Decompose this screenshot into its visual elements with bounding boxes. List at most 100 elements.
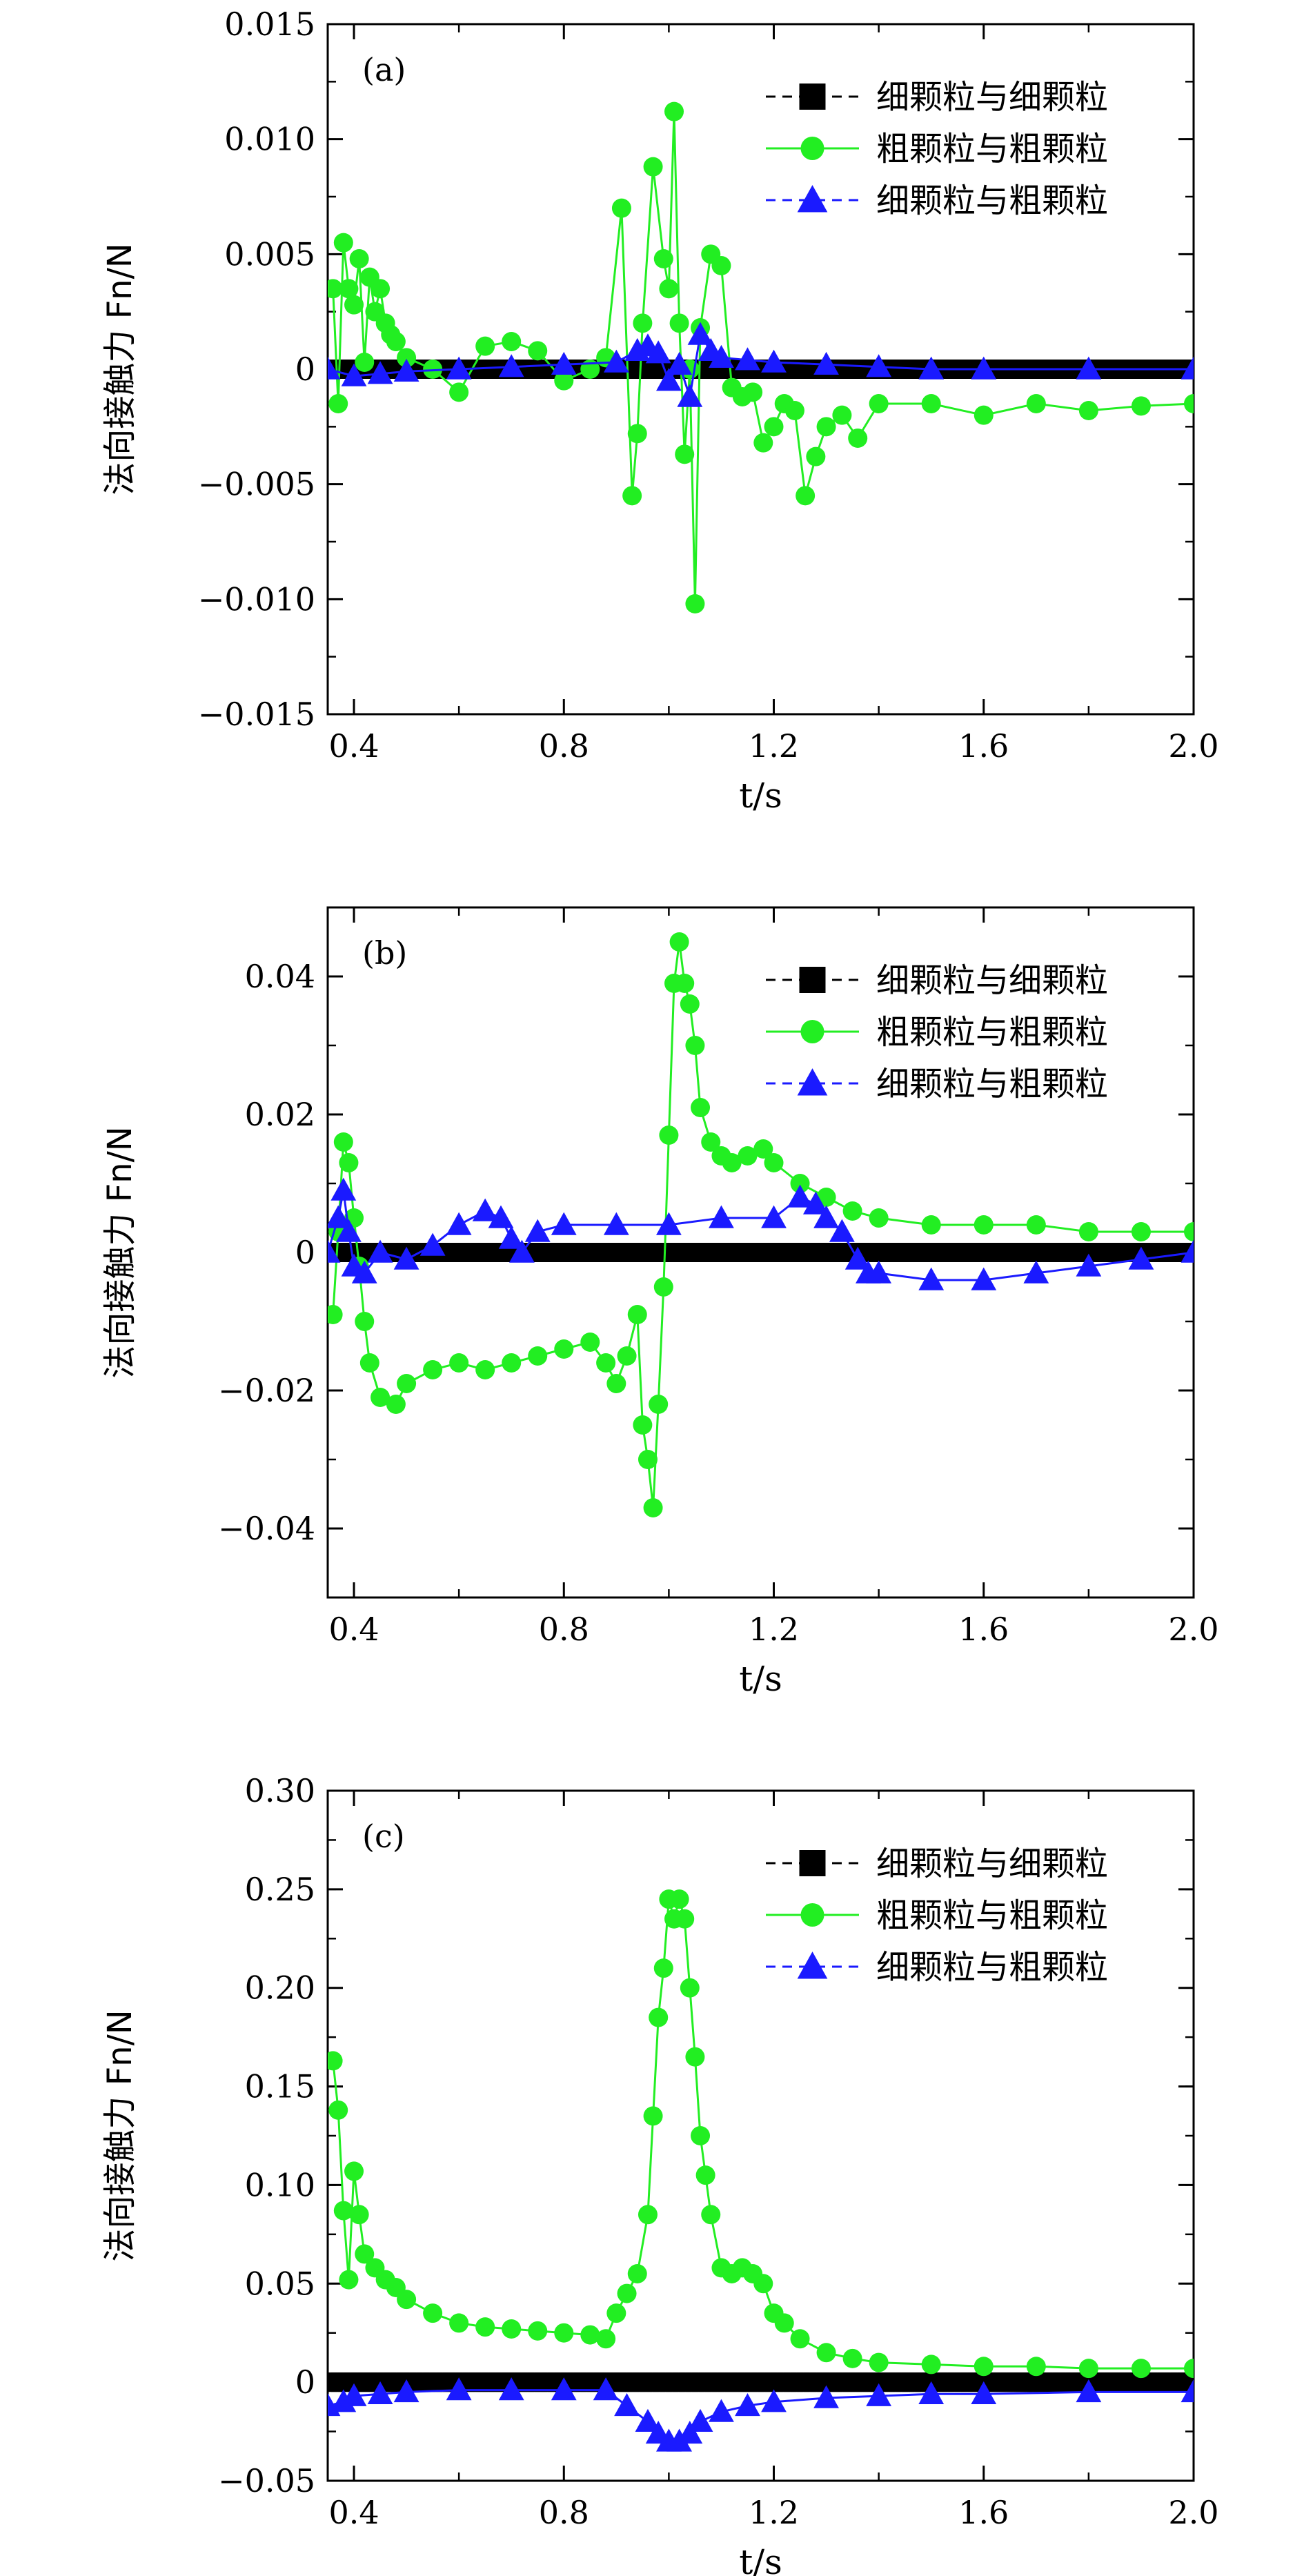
- y-tick-label: 0.04: [245, 958, 315, 995]
- data-point: [643, 157, 663, 177]
- data-point: [627, 424, 647, 444]
- legend-item: 粗颗粒与粗颗粒: [766, 1896, 1108, 1935]
- data-point: [1026, 2357, 1046, 2377]
- data-point: [528, 341, 548, 361]
- data-point: [842, 1201, 862, 1221]
- data-point: [666, 351, 693, 375]
- y-tick-label: −0.04: [218, 1510, 315, 1547]
- data-point: [735, 347, 760, 371]
- data-point: [351, 1260, 377, 1284]
- data-point: [339, 1153, 359, 1172]
- data-point: [606, 2303, 626, 2323]
- data-point: [738, 1146, 758, 1166]
- data-point: [816, 417, 836, 437]
- data-point: [638, 2205, 658, 2225]
- chart-panel-2: 0.4 0.8 1.2 1.6 2.0 −0.05 0 0.05 0.10 0.15 0.20 0.2…: [101, 1772, 1219, 2576]
- data-point: [687, 2408, 713, 2432]
- data-point: [866, 2383, 892, 2406]
- y-axis-label: 法向接触力 Fn/N: [101, 1126, 139, 1378]
- y-tick-label: 0.15: [245, 2068, 315, 2105]
- data-point: [971, 2381, 997, 2405]
- legend-marker: [800, 137, 824, 160]
- data-point: [333, 2201, 353, 2221]
- legend-label: 粗颗粒与粗颗粒: [876, 1896, 1108, 1935]
- y-tick-label: −0.015: [198, 696, 315, 733]
- legend-item: 粗颗粒与粗颗粒: [766, 130, 1108, 168]
- data-point: [685, 1036, 705, 1055]
- data-point: [806, 446, 826, 466]
- data-point: [787, 1184, 813, 1208]
- data-point: [397, 348, 417, 368]
- data-point: [446, 2377, 472, 2401]
- data-point: [655, 1212, 682, 1235]
- data-point: [367, 1239, 393, 1263]
- panel-label: (c): [362, 1818, 405, 1855]
- legend-item: 细颗粒与粗颗粒: [766, 1948, 1108, 1987]
- legend-label: 细颗粒与细颗粒: [876, 78, 1108, 117]
- series-2: [328, 1177, 1194, 1290]
- data-point: [1131, 396, 1151, 416]
- x-tick-label: 2.0: [1168, 2494, 1218, 2531]
- y-tick-label: −0.05: [218, 2462, 315, 2499]
- data-point: [842, 2348, 862, 2368]
- data-point: [711, 256, 731, 275]
- y-tick-label: 0.05: [245, 2265, 315, 2302]
- y-tick-label: 0.20: [245, 1969, 315, 2007]
- data-point: [554, 371, 574, 391]
- y-tick-label: −0.010: [198, 580, 315, 618]
- data-point: [528, 2321, 548, 2341]
- chart-panel-1: 0.4 0.8 1.2 1.6 2.0 −0.04 −0.02 0 0.02 0.04 t/s 法向接…: [101, 906, 1219, 1699]
- data-point: [764, 1153, 784, 1172]
- x-tick-label: 0.4: [328, 727, 379, 765]
- legend-label: 细颗粒与粗颗粒: [876, 1065, 1108, 1103]
- legend-label: 细颗粒与粗颗粒: [876, 1948, 1108, 1987]
- data-point: [328, 1305, 343, 1324]
- data-point: [669, 932, 689, 952]
- legend-item: 细颗粒与粗颗粒: [766, 181, 1108, 220]
- legend-label: 细颗粒与细颗粒: [876, 961, 1108, 1000]
- data-point: [423, 1360, 443, 1379]
- data-point: [397, 2290, 417, 2310]
- panels: 0.4 0.8 1.2 1.6 2.0 −0.015 −0.010 −0.005 0 0.005 0…: [101, 6, 1219, 2576]
- data-point: [701, 2205, 721, 2225]
- data-point: [633, 313, 653, 333]
- data-point: [509, 1239, 535, 1263]
- panel-label: (a): [362, 51, 406, 88]
- legend-label: 细颗粒与细颗粒: [876, 1845, 1108, 1883]
- data-point: [475, 2317, 495, 2337]
- data-point: [1131, 1222, 1151, 1241]
- data-point: [330, 1177, 357, 1201]
- data-point: [349, 2205, 369, 2225]
- data-point: [802, 1191, 829, 1215]
- data-point: [761, 1205, 787, 1228]
- data-point: [551, 351, 577, 375]
- data-point: [393, 1246, 419, 1270]
- legend-marker: [799, 1850, 826, 1876]
- series-1: [328, 1889, 1194, 2379]
- data-point: [349, 249, 369, 268]
- data-point: [848, 429, 868, 448]
- data-point: [551, 1212, 577, 1235]
- x-tick-label: 0.4: [328, 1611, 379, 1648]
- y-axis-label: 法向接触力 Fn/N: [101, 2009, 139, 2261]
- data-point: [918, 2381, 945, 2405]
- data-point: [643, 1498, 663, 1517]
- plot-area: [328, 932, 1194, 1517]
- data-point: [761, 349, 787, 373]
- legend-marker: [797, 1068, 828, 1096]
- data-point: [664, 101, 684, 121]
- data-point: [1184, 394, 1194, 413]
- data-point: [423, 2303, 443, 2323]
- data-point: [498, 2377, 524, 2401]
- data-point: [502, 332, 522, 351]
- data-point: [722, 1153, 742, 1172]
- data-point: [1184, 1222, 1194, 1241]
- data-point: [606, 1374, 626, 1393]
- series-2: [328, 2377, 1194, 2452]
- data-point: [446, 356, 472, 380]
- data-point: [355, 353, 375, 372]
- data-point: [1023, 1260, 1049, 1284]
- data-point: [336, 1219, 362, 1242]
- data-point: [645, 340, 671, 364]
